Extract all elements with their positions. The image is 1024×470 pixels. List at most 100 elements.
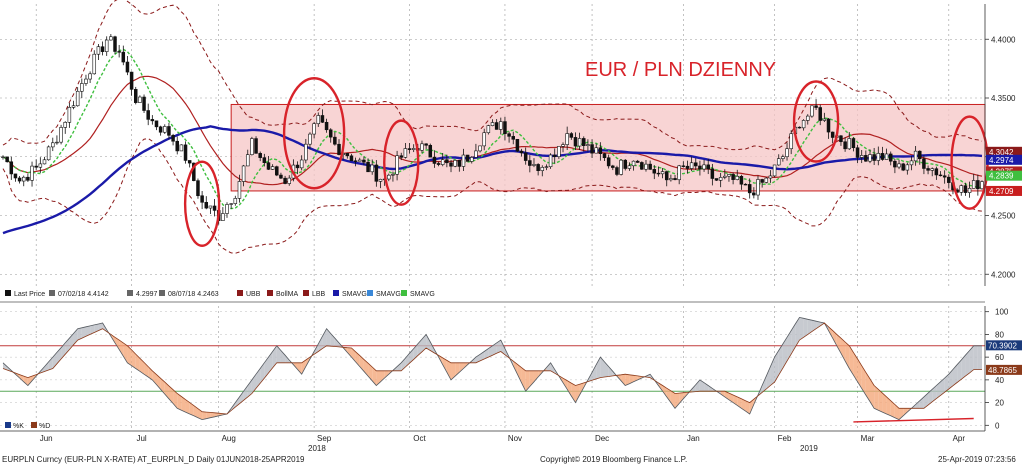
osc-fill-segment <box>973 345 978 370</box>
candle-body <box>818 107 822 121</box>
osc-fill-segment <box>890 400 895 418</box>
highlight-ellipse <box>282 77 346 190</box>
candle-body <box>938 174 943 177</box>
candle-body <box>980 181 984 190</box>
candle-body <box>75 90 80 107</box>
osc-fill-segment <box>666 388 671 403</box>
osc-fill-segment <box>492 342 497 356</box>
candle-body <box>175 140 179 152</box>
osc-fill-segment <box>115 337 120 350</box>
osc-fill-segment <box>301 359 306 375</box>
candle-body <box>689 162 694 169</box>
candle-body <box>133 89 138 103</box>
osc-fill-segment <box>865 372 870 402</box>
candle-body <box>772 164 777 177</box>
candle-body <box>1 156 5 158</box>
osc-fill-segment <box>81 326 86 339</box>
candle-body <box>395 155 399 175</box>
osc-fill-segment <box>571 383 576 403</box>
osc-fill-segment <box>737 396 742 409</box>
candle-body <box>370 164 374 173</box>
legend-entry: SMAVG <box>410 291 435 298</box>
osc-fill-segment <box>575 384 580 403</box>
candle-body <box>648 163 652 170</box>
candle-body <box>864 155 868 162</box>
osc-fill-segment <box>202 411 207 420</box>
candle-body <box>287 177 291 184</box>
candle-body <box>494 122 499 130</box>
candle-body <box>884 153 889 160</box>
candle-body <box>901 163 905 171</box>
candle-body <box>84 78 88 84</box>
osc-fill-segment <box>745 400 750 414</box>
osc-fill-segment <box>239 391 244 404</box>
legend-entry: 4.2997 <box>136 291 158 298</box>
candle-body <box>46 146 51 161</box>
legend-layer: Last Price 07/02/18 4.4142 4.2997 08/07/18 … <box>2 287 435 430</box>
candle-body <box>374 164 379 182</box>
candle-body <box>200 195 204 203</box>
candle-body <box>275 166 279 176</box>
candle-body <box>38 163 43 168</box>
candle-body <box>391 173 395 176</box>
candle-body <box>117 51 121 53</box>
osc-fill-segment <box>845 341 850 369</box>
year-label-2018: 2018 <box>308 444 326 453</box>
candle-body <box>51 142 55 148</box>
candle-body <box>660 171 665 175</box>
price-badge-label: 4.2709 <box>989 187 1014 196</box>
candle-body <box>797 126 802 129</box>
candle-body <box>594 147 598 154</box>
osc-y-tick-label: 80 <box>995 330 1004 339</box>
candle-body <box>739 175 744 185</box>
osc-fill-segment <box>621 374 626 386</box>
osc-fill-segment <box>948 369 953 389</box>
candle-body <box>270 166 275 170</box>
osc-fill-segment <box>351 348 356 362</box>
legend-entry: UBB <box>246 291 261 298</box>
candle-body <box>192 162 196 181</box>
candle-body <box>490 122 495 126</box>
price-badge-bg <box>986 154 1022 165</box>
candle-body <box>204 201 209 209</box>
candle-body <box>21 176 26 182</box>
candle-body <box>221 213 225 221</box>
price-badge: 4.2709 <box>986 185 1022 196</box>
osc-fill-segment <box>625 374 630 386</box>
candle-body <box>262 157 267 163</box>
legend-swatch <box>5 290 11 296</box>
candle-body <box>96 46 101 55</box>
candle-body <box>482 132 486 147</box>
candle-body <box>714 178 719 181</box>
candle-body <box>880 153 885 160</box>
osc-fill-segment <box>579 382 584 396</box>
candle-body <box>785 148 789 158</box>
candles-layer <box>1 34 984 225</box>
candle-body <box>59 127 63 143</box>
legend-swatch <box>401 290 407 296</box>
candle-body <box>407 148 412 150</box>
candle-body <box>432 156 437 164</box>
candle-body <box>557 146 561 158</box>
candle-body <box>17 177 22 182</box>
candle-body <box>536 164 540 171</box>
legend-entry: SMAVG <box>342 291 367 298</box>
candle-body <box>747 184 752 194</box>
candle-body <box>868 154 872 162</box>
candle-body <box>888 153 893 162</box>
candle-body <box>893 160 897 168</box>
candle-body <box>976 180 980 190</box>
x-tick-label: Nov <box>508 434 522 443</box>
osc-fill-segment <box>127 345 132 366</box>
candle-body <box>88 73 92 80</box>
osc-fill-segment <box>525 370 530 392</box>
candle-body <box>179 144 184 152</box>
price-badge-bg <box>986 146 1022 157</box>
osc-fill-segment <box>969 345 974 373</box>
osc-fill-segment <box>886 396 891 416</box>
candle-body <box>947 176 951 183</box>
footer-source: EURPLN Curncy (EUR-PLN X-RATE) AT_EURPLN… <box>2 455 305 464</box>
legend-swatch <box>303 290 309 296</box>
